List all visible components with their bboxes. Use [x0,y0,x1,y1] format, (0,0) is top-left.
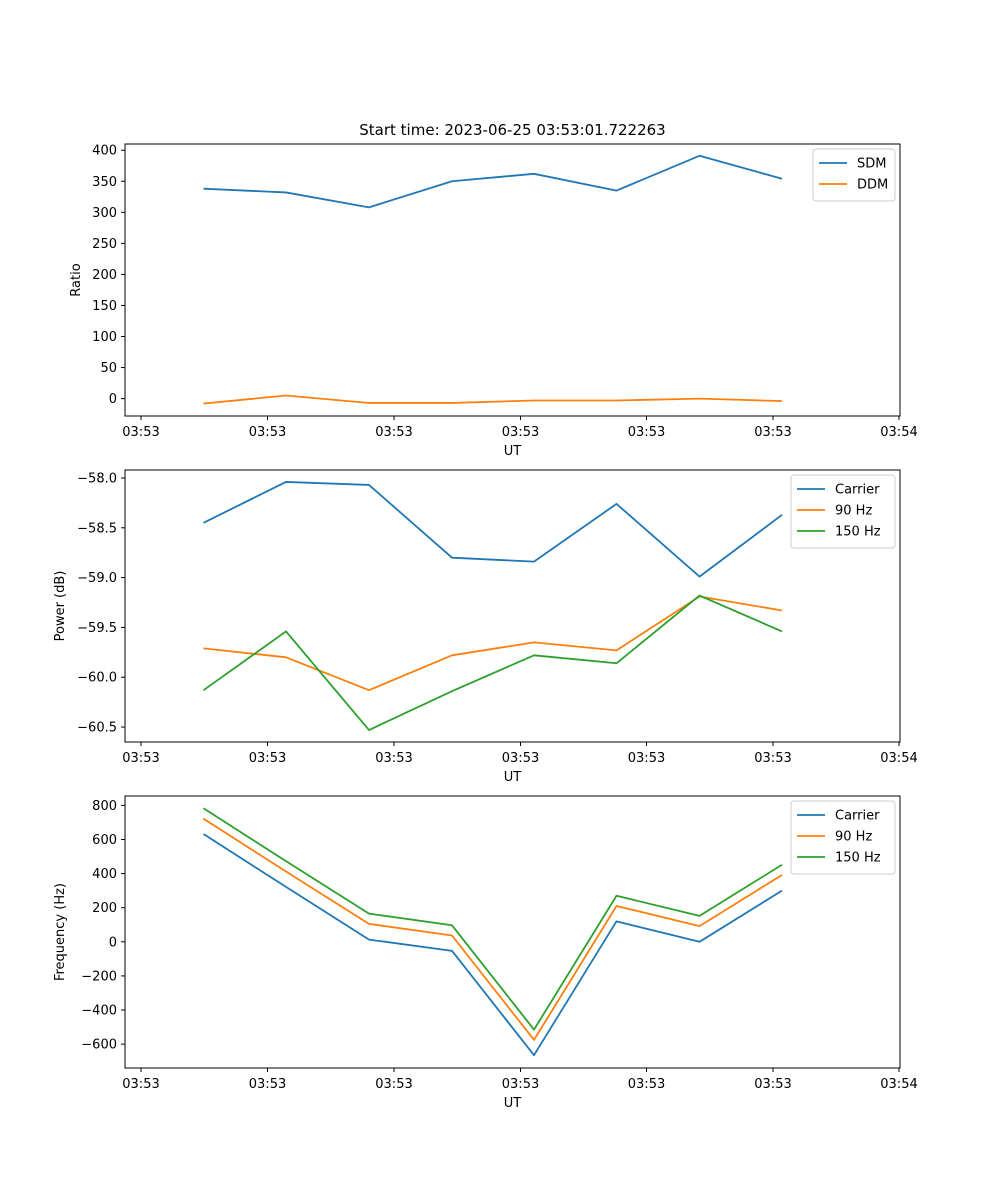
x-tick-label: 03:53 [375,425,412,440]
legend-label: 150 Hz [835,525,881,540]
series-line-90-hz [203,595,783,692]
y-tick-label: 250 [92,237,117,252]
y-tick-label: −600 [81,1038,117,1053]
y-tick-label: 150 [92,299,117,314]
series-line-sdm [203,154,783,209]
y-tick-label: 200 [92,268,117,283]
legend-label: 150 Hz [835,851,881,866]
x-tick-label: 03:54 [880,1077,917,1092]
series-line-ddm [203,394,783,405]
panel-1: 03:53 03:53 03:53 03:53 03:53 03:53 03:54 0 50 10… [69,143,918,459]
x-tick-label: 03:53 [502,751,539,766]
x-axis-label: UT [504,770,522,785]
panel-3: 03:53 03:53 03:53 03:53 03:53 03:53 03:54 −600 −… [53,795,918,1111]
x-tick-label: 03:53 [375,1077,412,1092]
y-tick-label: 350 [92,175,117,190]
x-tick-label: 03:53 [754,751,791,766]
x-tick-label: 03:53 [628,425,665,440]
figure-title: Start time: 2023-06-25 03:53:01.722263 [359,121,665,139]
panels: 03:53 03:53 03:53 03:53 03:53 03:53 03:54 0 50 10… [53,143,918,1111]
y-tick-label: 0 [109,935,117,950]
plot-frame [124,143,901,417]
x-axis-label: UT [504,1096,522,1111]
legend [790,800,896,875]
y-tick-label: 300 [92,206,117,221]
x-tick-label: 03:54 [880,425,917,440]
y-tick-label: −58.5 [77,521,117,536]
y-tick-label: 100 [92,330,117,345]
y-tick-label: −60.5 [77,721,117,736]
x-tick-label: 03:54 [880,751,917,766]
x-tick-label: 03:53 [249,425,286,440]
y-tick-label: −200 [81,969,117,984]
legend-label: 90 Hz [835,504,872,519]
y-tick-label: −59.5 [77,621,117,636]
x-tick-label: 03:53 [122,751,159,766]
y-tick-label: 400 [92,867,117,882]
legend [812,148,896,202]
x-tick-label: 03:53 [628,1077,665,1092]
x-tick-label: 03:53 [628,751,665,766]
y-tick-label: −60.0 [77,671,117,686]
x-tick-label: 03:53 [754,425,791,440]
legend [790,474,896,549]
y-tick-label: −400 [81,1004,117,1019]
series-line-150-hz [202,594,783,731]
x-tick-label: 03:53 [375,751,412,766]
y-tick-label: −58.0 [77,471,117,486]
x-tick-label: 03:53 [122,425,159,440]
y-axis-label: Ratio [69,263,84,296]
y-tick-label: 200 [92,901,117,916]
x-tick-label: 03:53 [249,751,286,766]
legend-label: DDM [857,178,888,193]
y-axis-label: Power (dB) [53,571,68,642]
x-tick-label: 03:53 [502,425,539,440]
x-tick-label: 03:53 [754,1077,791,1092]
x-tick-label: 03:53 [502,1077,539,1092]
legend-label: Carrier [835,809,880,824]
x-axis-label: UT [504,444,522,459]
legend-label: Carrier [835,483,880,498]
plot-frame [124,795,901,1069]
plot-frame [124,469,901,743]
series-line-carrier [203,833,783,1057]
y-tick-label: −59.0 [77,571,117,586]
panel-2: 03:53 03:53 03:53 03:53 03:53 03:53 03:54 −58.0… [53,469,918,785]
y-tick-label: 600 [92,833,117,848]
series-line-90-hz [203,817,783,1041]
y-tick-label: 50 [100,361,117,376]
y-axis-label: Frequency (Hz) [53,883,68,981]
x-tick-label: 03:53 [122,1077,159,1092]
y-tick-label: 400 [92,144,117,159]
series-line-150-hz [203,807,783,1031]
y-tick-label: 800 [92,799,117,814]
y-tick-label: 0 [109,392,117,407]
series-line-carrier [203,481,783,578]
legend-label: SDM [857,157,886,172]
x-tick-label: 03:53 [249,1077,286,1092]
legend-label: 90 Hz [835,830,872,845]
